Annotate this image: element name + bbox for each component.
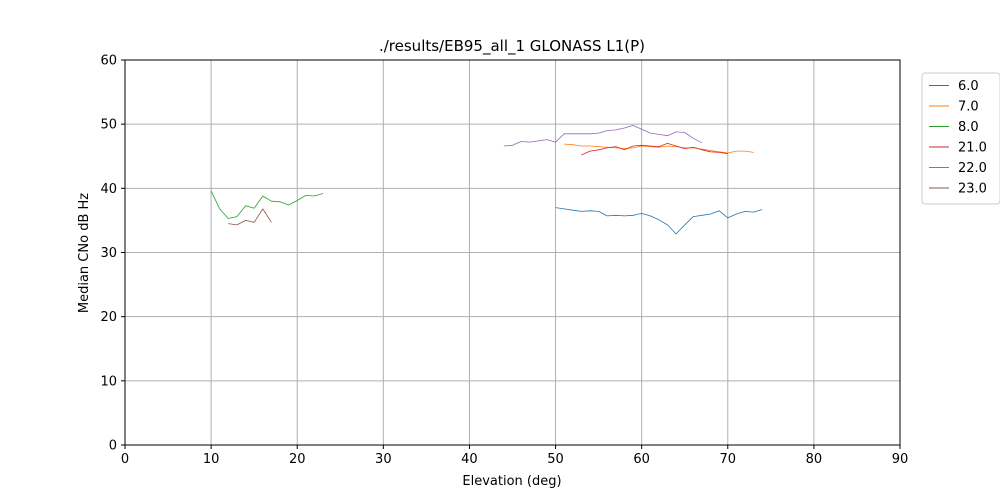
y-tick-label: 50 (100, 118, 117, 133)
x-tick-label: 30 (375, 452, 392, 467)
legend-label: 8.0 (958, 120, 979, 135)
x-tick-label: 70 (720, 452, 737, 467)
legend-label: 7.0 (958, 100, 979, 115)
x-tick-label: 0 (121, 452, 129, 467)
x-tick-label: 60 (633, 452, 650, 467)
y-tick-label: 60 (100, 54, 117, 69)
series-line-23-0 (228, 208, 272, 226)
x-tick-label: 20 (289, 452, 306, 467)
x-tick-label: 80 (806, 452, 823, 467)
y-tick-label: 40 (100, 182, 117, 197)
y-tick-label: 30 (100, 246, 117, 261)
x-tick-label: 90 (892, 452, 909, 467)
series-line-8-0 (210, 190, 324, 219)
series-line-22-0 (503, 125, 703, 147)
y-tick-label: 0 (109, 439, 117, 454)
series-layer (210, 125, 763, 235)
legend: 6.0 7.0 8.0 21.0 22.0 23.0 (921, 72, 1000, 205)
series-line-7-0 (564, 143, 754, 154)
x-tick-label: 10 (203, 452, 220, 467)
x-tick-label: 50 (547, 452, 564, 467)
y-tick-label: 20 (100, 310, 117, 325)
series-line-6-0 (555, 207, 763, 235)
x-tick-label: 40 (461, 452, 478, 467)
chart-title: ./results/EB95_all_1 GLONASS L1(P) (379, 37, 645, 56)
legend-label: 21.0 (958, 141, 987, 156)
legend-label: 22.0 (958, 161, 987, 176)
y-tick-label: 10 (100, 374, 117, 389)
series-line-21-0 (581, 142, 728, 156)
legend-label: 6.0 (958, 79, 979, 94)
x-axis-title: Elevation (deg) (462, 474, 561, 489)
ticks: 0 10 20 30 40 50 60 70 80 90 0 10 20 30 40 50 60 (100, 54, 908, 468)
y-axis-title: Median CNo dB Hz (77, 193, 92, 313)
legend-label: 23.0 (958, 182, 987, 197)
